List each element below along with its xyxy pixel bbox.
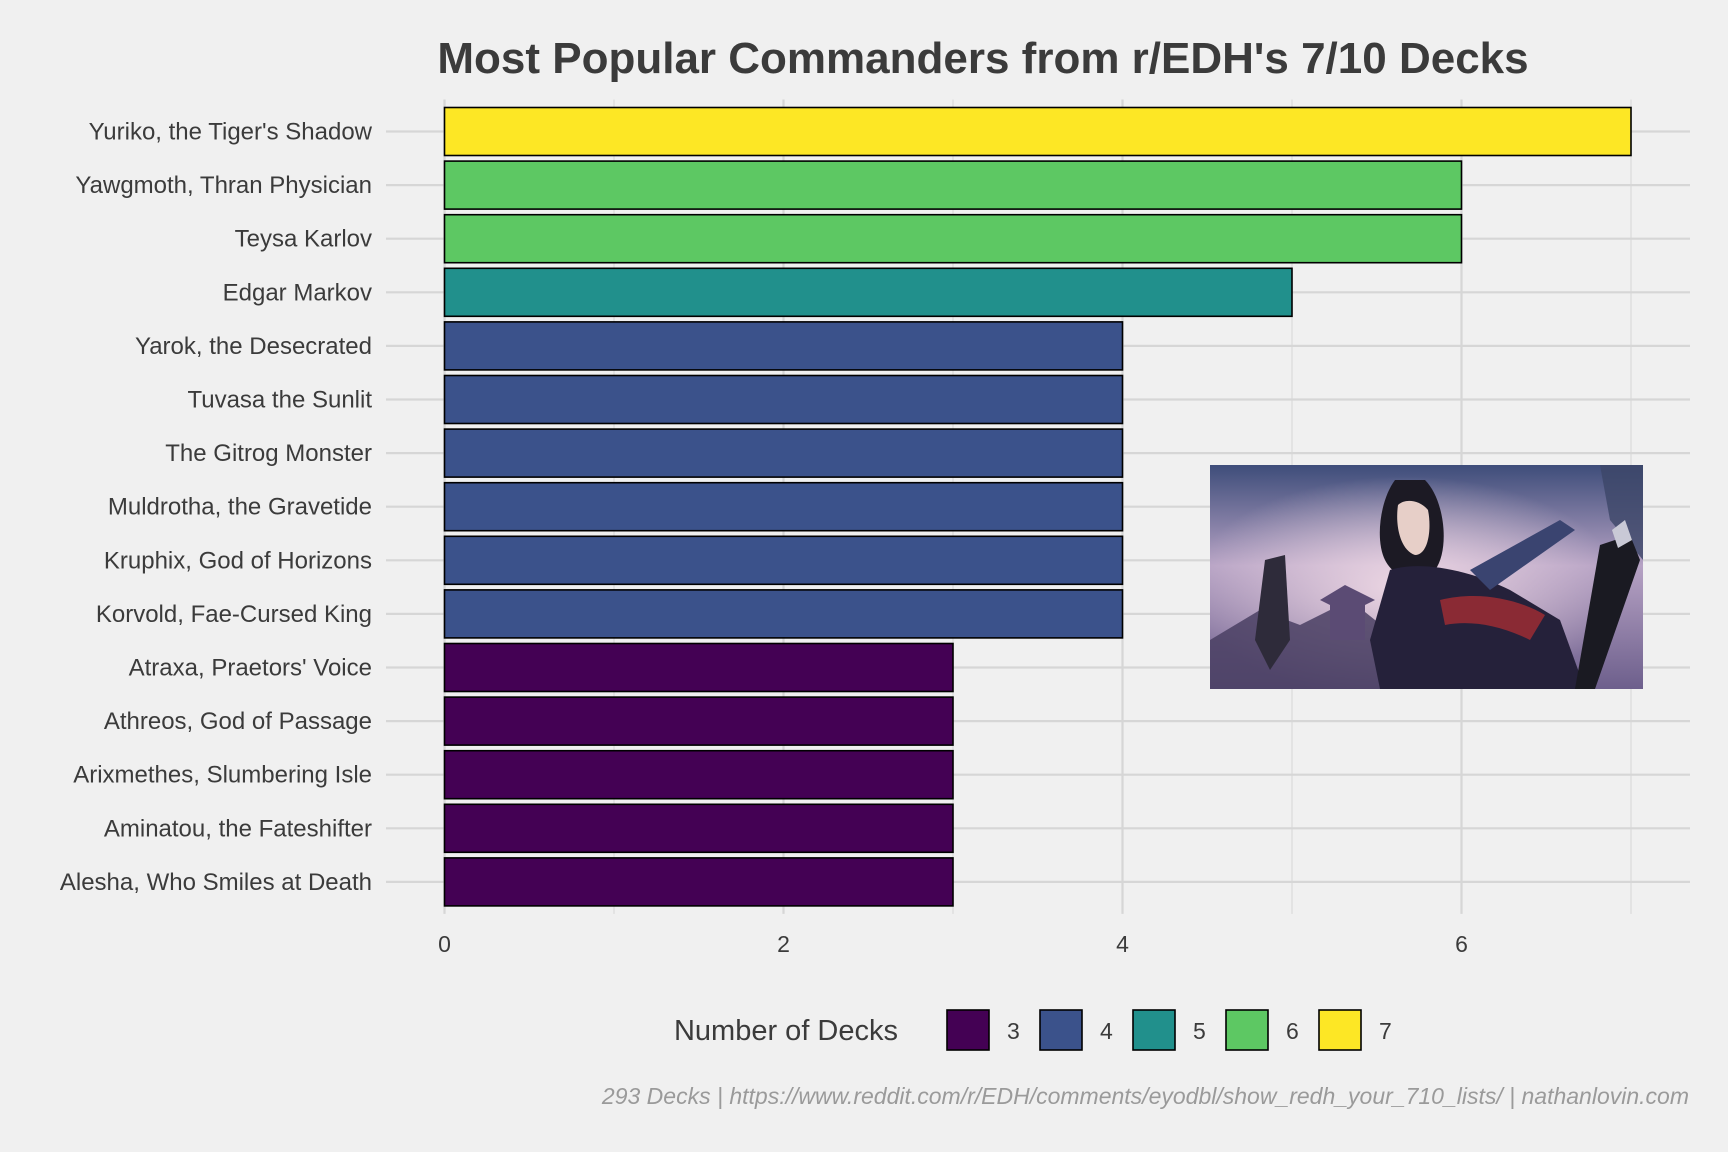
bar — [443, 481, 1124, 532]
category-label: Yuriko, the Tiger's Shadow — [89, 119, 373, 146]
category-label: The Gitrog Monster — [165, 440, 372, 467]
category-label: Arixmethes, Slumbering Isle — [73, 762, 372, 789]
legend-label: 5 — [1193, 1018, 1206, 1044]
category-label: Korvold, Fae-Cursed King — [96, 601, 372, 628]
legend-label: 7 — [1379, 1018, 1392, 1044]
x-tick-label: 4 — [1116, 931, 1129, 957]
category-label: Edgar Markov — [223, 279, 372, 306]
category-label: Muldrotha, the Gravetide — [108, 494, 372, 521]
legend-swatch — [1039, 1009, 1083, 1051]
category-label: Aminatou, the Fateshifter — [104, 815, 372, 842]
bar — [443, 749, 954, 800]
legend-label: 4 — [1100, 1018, 1113, 1044]
category-label: Kruphix, God of Horizons — [104, 547, 372, 574]
category-label: Atraxa, Praetors' Voice — [129, 655, 372, 682]
legend-swatch — [1225, 1009, 1269, 1051]
bar — [443, 857, 954, 907]
commander-artwork — [1210, 465, 1643, 689]
x-tick-label: 2 — [777, 931, 790, 957]
bar — [443, 160, 1463, 210]
bar — [443, 267, 1293, 318]
legend-title: Number of Decks — [674, 1015, 898, 1047]
legend: Number of Decks 3 4 5 6 7 — [674, 1009, 1392, 1051]
legend-swatch — [1132, 1009, 1176, 1051]
bar — [443, 106, 1632, 157]
bar — [443, 642, 954, 693]
bar — [443, 803, 954, 854]
legend-label: 3 — [1007, 1018, 1020, 1044]
bar — [443, 696, 954, 746]
legend-swatch — [946, 1009, 990, 1051]
bar — [443, 321, 1124, 371]
legend-label: 6 — [1286, 1018, 1299, 1044]
chart-title: Most Popular Commanders from r/EDH's 7/1… — [437, 34, 1528, 83]
bar — [443, 213, 1463, 264]
legend-swatch — [1318, 1009, 1362, 1051]
category-label: Alesha, Who Smiles at Death — [60, 869, 372, 896]
bar — [443, 374, 1124, 425]
category-labels: Yuriko, the Tiger's Shadow Yawgmoth, Thra… — [60, 119, 373, 896]
category-label: Yarok, the Desecrated — [135, 333, 372, 360]
chart-caption: 293 Decks | https://www.reddit.com/r/EDH… — [601, 1083, 1689, 1109]
bar — [443, 535, 1124, 586]
bars — [443, 106, 1632, 907]
bar — [443, 589, 1124, 639]
category-label: Tuvasa the Sunlit — [187, 387, 372, 414]
x-tick-label: 0 — [438, 931, 451, 957]
category-label: Yawgmoth, Thran Physician — [75, 172, 372, 199]
category-label: Teysa Karlov — [235, 226, 372, 253]
x-tick-label: 6 — [1455, 931, 1468, 957]
x-axis-ticks: 0 2 4 6 — [438, 931, 1468, 957]
bar — [443, 428, 1124, 478]
category-label: Athreos, God of Passage — [104, 708, 372, 735]
